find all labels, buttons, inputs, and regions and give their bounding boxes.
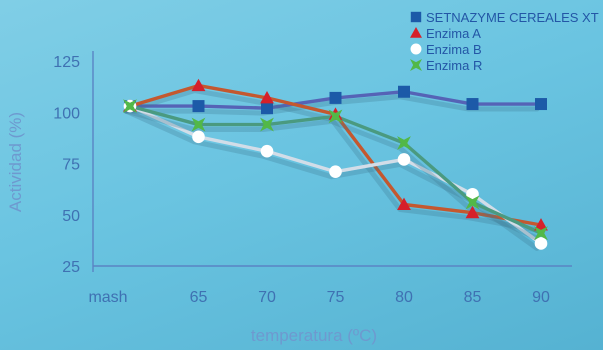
data-point-enzima-r (123, 99, 137, 113)
data-point-setnazyme-cereales-xt (192, 100, 205, 113)
data-point-enzima-r (191, 117, 206, 132)
legend-label: Enzima R (426, 58, 482, 73)
legend-label: Enzima B (426, 42, 482, 57)
data-point-enzima-a (465, 205, 480, 219)
data-point-enzima-a (191, 78, 206, 92)
data-point-enzima-r (328, 109, 343, 124)
legend-label: Enzima A (426, 26, 481, 41)
data-point-setnazyme-cereales-xt (261, 102, 273, 115)
y-tick-label: 125 (53, 54, 80, 71)
y-tick-label: 50 (62, 208, 80, 225)
legend-label: SETNAZYME CEREALES XT (426, 10, 599, 25)
x-tick-label: 65 (190, 289, 208, 306)
x-tick-label: 75 (327, 289, 345, 306)
data-point-enzima-b (329, 165, 342, 178)
y-tick-label: 100 (53, 105, 80, 122)
legend-marker-enzima-b (410, 43, 422, 55)
data-point-enzima-r (260, 117, 274, 132)
axes (92, 51, 572, 272)
x-tick-label: 70 (258, 289, 276, 306)
data-point-setnazyme-cereales-xt (398, 85, 410, 98)
data-point-enzima-b (466, 187, 479, 201)
data-point-setnazyme-cereales-xt (535, 98, 547, 111)
data-point-enzima-a (260, 91, 274, 104)
series-markers (123, 78, 548, 250)
x-tick-label: mash (88, 289, 127, 306)
legend-marker-enzima-a (410, 27, 422, 38)
legend-marker-enzima-r (410, 59, 422, 71)
x-tick-label: 80 (395, 289, 413, 306)
y-tick-labels: 25 50 75 100 125 (53, 54, 80, 276)
data-point-setnazyme-cereales-xt (466, 98, 479, 111)
data-point-enzima-b (260, 144, 274, 158)
y-tick-label: 25 (62, 259, 80, 276)
x-axis-title: temperatura (ºC) (251, 326, 377, 345)
x-tick-labels: mash 65 70 75 80 85 90 (88, 289, 550, 306)
data-point-setnazyme-cereales-xt (329, 91, 342, 104)
x-tick-label: 85 (464, 289, 482, 306)
data-point-enzima-r (397, 136, 411, 150)
y-axis-title: Actividad (%) (6, 112, 25, 212)
data-point-enzima-r (465, 195, 480, 210)
legend-marker-setnazyme-cereales-xt (410, 11, 422, 23)
data-point-enzima-r (534, 226, 548, 241)
data-point-enzima-a (397, 197, 411, 211)
data-point-enzima-b (192, 130, 205, 144)
data-point-enzima-b (397, 153, 411, 166)
x-tick-label: 90 (532, 289, 550, 306)
data-point-enzima-a (534, 218, 548, 231)
y-tick-label: 75 (62, 157, 80, 174)
data-point-enzima-b (534, 237, 548, 250)
